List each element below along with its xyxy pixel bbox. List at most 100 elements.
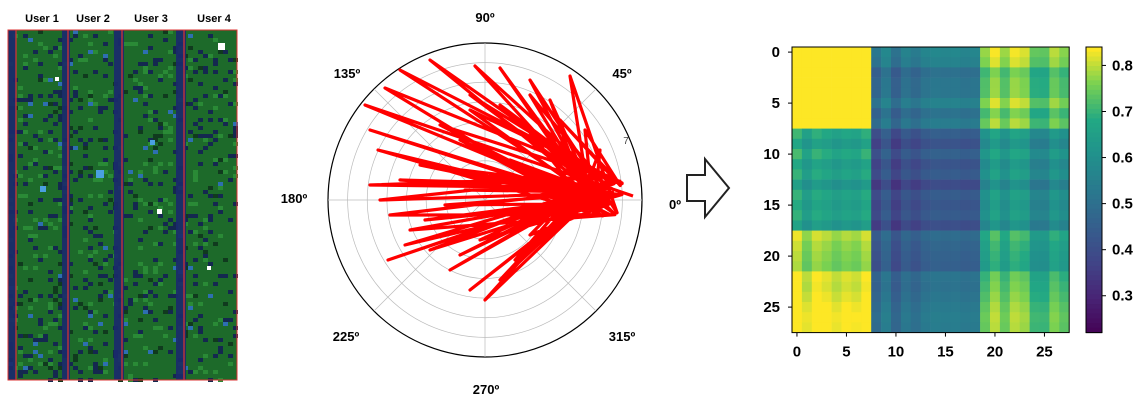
activity-cell bbox=[173, 290, 178, 294]
heatmap-cell bbox=[1039, 159, 1050, 170]
heatmap-cell bbox=[881, 312, 892, 323]
heatmap-cell bbox=[1049, 98, 1060, 109]
heatmap-cell bbox=[970, 47, 981, 58]
heatmap-cell bbox=[1009, 271, 1020, 282]
heatmap-cell bbox=[999, 87, 1011, 99]
heatmap-cell bbox=[1039, 67, 1050, 78]
heatmap-cell bbox=[940, 240, 951, 252]
heatmap-cell bbox=[801, 128, 813, 140]
angle-label-135: 135º bbox=[334, 66, 361, 81]
activity-cell bbox=[193, 334, 198, 338]
heatmap-cell bbox=[920, 108, 931, 119]
heatmap-cell bbox=[990, 240, 1001, 252]
heatmap-cell bbox=[831, 87, 842, 99]
heatmap-cell bbox=[960, 271, 971, 282]
activity-cell bbox=[193, 214, 198, 218]
heatmap-cell bbox=[910, 118, 921, 129]
heatmap-cell bbox=[999, 67, 1011, 78]
heatmap-cell bbox=[930, 312, 941, 323]
colorbar-segment bbox=[1086, 99, 1102, 105]
activity-cell bbox=[78, 138, 83, 142]
heatmap-cell bbox=[1059, 271, 1070, 282]
activity-cell bbox=[83, 166, 88, 170]
activity-cell bbox=[228, 154, 233, 158]
heatmap-cell bbox=[891, 291, 902, 303]
activity-cell bbox=[73, 130, 78, 134]
activity-cell bbox=[108, 290, 113, 294]
activity-cell bbox=[223, 318, 228, 322]
heatmap-cell bbox=[801, 47, 813, 58]
activity-cell bbox=[168, 226, 173, 230]
activity-cell bbox=[33, 246, 38, 250]
activity-cell bbox=[198, 134, 203, 138]
heatmap-cell bbox=[990, 189, 1001, 201]
activity-cell bbox=[148, 182, 153, 186]
heatmap-cell bbox=[851, 302, 862, 313]
heatmap-cell bbox=[970, 210, 981, 221]
activity-cell bbox=[83, 34, 88, 38]
activity-cell bbox=[128, 178, 133, 182]
activity-cell bbox=[123, 278, 128, 282]
heatmap-cell bbox=[1019, 189, 1030, 201]
activity-cell bbox=[123, 134, 128, 138]
heatmap-cell bbox=[910, 302, 921, 313]
heatmap-cell bbox=[950, 67, 961, 78]
heatmap-cell bbox=[871, 189, 882, 201]
heatmap-cell bbox=[881, 240, 892, 252]
activity-cell bbox=[233, 134, 238, 138]
activity-cell bbox=[153, 282, 158, 286]
activity-cell bbox=[28, 278, 33, 282]
heatmap-cell bbox=[891, 240, 902, 252]
heatmap-cell bbox=[831, 251, 842, 262]
activity-cell bbox=[233, 102, 238, 106]
x-tick-label: 0 bbox=[793, 344, 801, 361]
activity-cell bbox=[23, 334, 28, 338]
heatmap-cell bbox=[881, 189, 892, 201]
heatmap-cell bbox=[871, 251, 882, 262]
activity-highlight bbox=[55, 77, 59, 81]
activity-cell bbox=[198, 330, 203, 334]
activity-cell bbox=[73, 354, 78, 358]
heatmap-cell bbox=[1059, 108, 1070, 119]
heatmap-cell bbox=[960, 57, 971, 68]
activity-cell bbox=[168, 50, 173, 54]
heatmap-cell bbox=[881, 271, 892, 282]
heatmap-cell bbox=[881, 251, 892, 262]
heatmap-cell bbox=[861, 322, 872, 333]
heatmap-cell bbox=[999, 159, 1011, 170]
activity-cell bbox=[68, 202, 73, 206]
heatmap-cell bbox=[801, 302, 813, 313]
heatmap-cell bbox=[930, 159, 941, 170]
activity-cell bbox=[88, 314, 93, 318]
activity-cell bbox=[38, 74, 43, 78]
heatmap-cell bbox=[960, 281, 971, 293]
activity-cell bbox=[123, 322, 128, 326]
activity-cell bbox=[73, 30, 78, 34]
heatmap-cell bbox=[1009, 312, 1020, 323]
heatmap-cell bbox=[891, 312, 902, 323]
heatmap-cell bbox=[861, 77, 872, 89]
activity-cell bbox=[58, 146, 63, 150]
heatmap-cell bbox=[910, 281, 921, 293]
heatmap-cell bbox=[841, 210, 852, 221]
heatmap-cell bbox=[1039, 87, 1050, 99]
activity-cell bbox=[43, 150, 48, 154]
activity-cell bbox=[108, 90, 113, 94]
heatmap-cell bbox=[851, 159, 862, 170]
colorbar-segment bbox=[1086, 151, 1102, 157]
colorbar-segment bbox=[1086, 70, 1102, 77]
activity-cell bbox=[58, 302, 63, 306]
heatmap-cell bbox=[1039, 322, 1050, 333]
heatmap-cell bbox=[980, 200, 991, 211]
heatmap-cell bbox=[1059, 87, 1070, 99]
activity-cell bbox=[173, 294, 178, 298]
heatmap-cell bbox=[970, 98, 981, 109]
activity-cell bbox=[18, 262, 23, 266]
heatmap-cell bbox=[940, 251, 951, 262]
activity-cell bbox=[193, 170, 198, 174]
heatmap-cell bbox=[871, 312, 882, 323]
activity-cell bbox=[138, 318, 143, 322]
heatmap-cell bbox=[980, 169, 991, 180]
activity-cell bbox=[173, 242, 178, 246]
heatmap-cell bbox=[1049, 77, 1060, 89]
